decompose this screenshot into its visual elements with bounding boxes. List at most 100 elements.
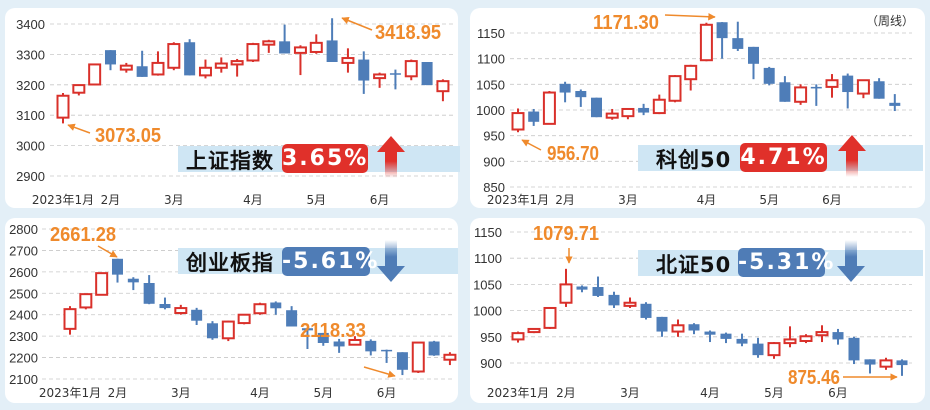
- candle: [381, 349, 393, 363]
- candle-body: [688, 324, 700, 331]
- candle: [591, 97, 602, 118]
- y-tick-label: 2400: [9, 308, 38, 323]
- candle-body: [896, 360, 908, 366]
- candle: [794, 84, 808, 105]
- candle-body: [656, 316, 668, 332]
- candle: [832, 328, 844, 345]
- x-tick-label: 6月: [370, 193, 390, 207]
- candle: [720, 332, 732, 344]
- candle: [348, 336, 362, 346]
- candle: [873, 78, 885, 99]
- candle-body: [542, 91, 556, 125]
- y-tick-label: 2700: [9, 243, 38, 258]
- panel-sse: [5, 8, 458, 208]
- x-tick-label: 3月: [620, 386, 640, 400]
- index-name-bse50: 北证50: [656, 253, 732, 277]
- candle: [528, 108, 540, 126]
- candle: [237, 313, 251, 325]
- candle: [699, 22, 713, 62]
- candle: [293, 45, 307, 76]
- candle: [704, 330, 716, 343]
- candle: [428, 340, 440, 356]
- candle-body: [668, 75, 682, 102]
- candle: [111, 258, 123, 283]
- candle-body: [842, 75, 854, 93]
- candle-body: [511, 332, 525, 341]
- y-tick-label: 1000: [476, 103, 505, 118]
- x-tick-label: 6月: [377, 386, 397, 400]
- annotation-arrow: [341, 17, 373, 31]
- candle: [856, 79, 870, 99]
- candle: [716, 22, 728, 59]
- candle-body: [889, 102, 901, 106]
- x-tick-label: 4月: [243, 193, 263, 207]
- annotation-high: 3418.95: [375, 22, 441, 44]
- candle-body: [253, 303, 267, 315]
- x-tick-label: 2月: [101, 193, 121, 207]
- y-tick-label: 850: [483, 180, 505, 195]
- x-tick-label: 3月: [618, 193, 638, 207]
- candle-body: [527, 327, 541, 334]
- candle-body: [111, 258, 123, 275]
- candle: [815, 325, 829, 343]
- candle-body: [575, 91, 587, 98]
- candle: [825, 74, 839, 98]
- candle-body: [95, 272, 109, 296]
- candle: [79, 293, 93, 310]
- candle-body: [576, 286, 588, 290]
- candle: [779, 76, 791, 102]
- candle: [167, 42, 181, 71]
- candle: [638, 103, 650, 116]
- candle-body: [237, 313, 251, 325]
- candle-body: [699, 23, 713, 62]
- candle: [443, 352, 457, 366]
- x-tick-label: 5月: [759, 193, 779, 207]
- candle-body: [779, 82, 791, 102]
- change-badge-sse: 3.65%: [282, 144, 369, 173]
- candle-body: [270, 302, 282, 309]
- y-tick-label: 3100: [16, 108, 45, 123]
- candle: [732, 21, 744, 51]
- candle-body: [389, 73, 401, 75]
- candle-body: [640, 303, 652, 318]
- candle: [119, 62, 133, 73]
- candle: [542, 91, 556, 125]
- y-tick-label: 950: [480, 330, 502, 345]
- annotation-low: 2118.33: [300, 320, 366, 342]
- candle-body: [127, 278, 139, 283]
- x-tick-label: 5月: [764, 386, 784, 400]
- candle-body: [326, 40, 338, 62]
- x-tick-label: 3月: [171, 386, 191, 400]
- arrow-up-icon: [838, 135, 866, 177]
- candle: [688, 323, 700, 335]
- candle-body: [174, 307, 188, 315]
- candle-body: [671, 324, 685, 333]
- candle-body: [143, 283, 155, 304]
- candle: [159, 297, 171, 310]
- candle-body: [704, 331, 716, 335]
- y-tick-label: 900: [483, 154, 505, 169]
- candle: [752, 337, 764, 358]
- y-tick-label: 1100: [474, 251, 502, 266]
- candle-body: [720, 333, 732, 339]
- candle: [389, 69, 401, 90]
- candle-body: [436, 80, 450, 93]
- candle-body: [592, 287, 604, 296]
- candle: [608, 291, 620, 308]
- candle: [301, 327, 313, 349]
- annotation-low: 956.70: [547, 143, 599, 165]
- x-tick-label: 4月: [250, 386, 270, 400]
- candle: [668, 75, 682, 103]
- candle: [270, 301, 282, 315]
- candle: [511, 108, 525, 133]
- candle-body: [56, 94, 70, 119]
- y-tick-label: 1100: [477, 52, 505, 67]
- candle: [436, 79, 450, 102]
- candle-body: [864, 359, 876, 365]
- candle-body: [810, 86, 822, 89]
- candle-body: [411, 341, 425, 373]
- x-tick-label: 3月: [164, 193, 184, 207]
- arrow-down-icon: [377, 240, 405, 282]
- annotation-high: 1171.30: [593, 12, 659, 34]
- candle-body: [684, 64, 698, 81]
